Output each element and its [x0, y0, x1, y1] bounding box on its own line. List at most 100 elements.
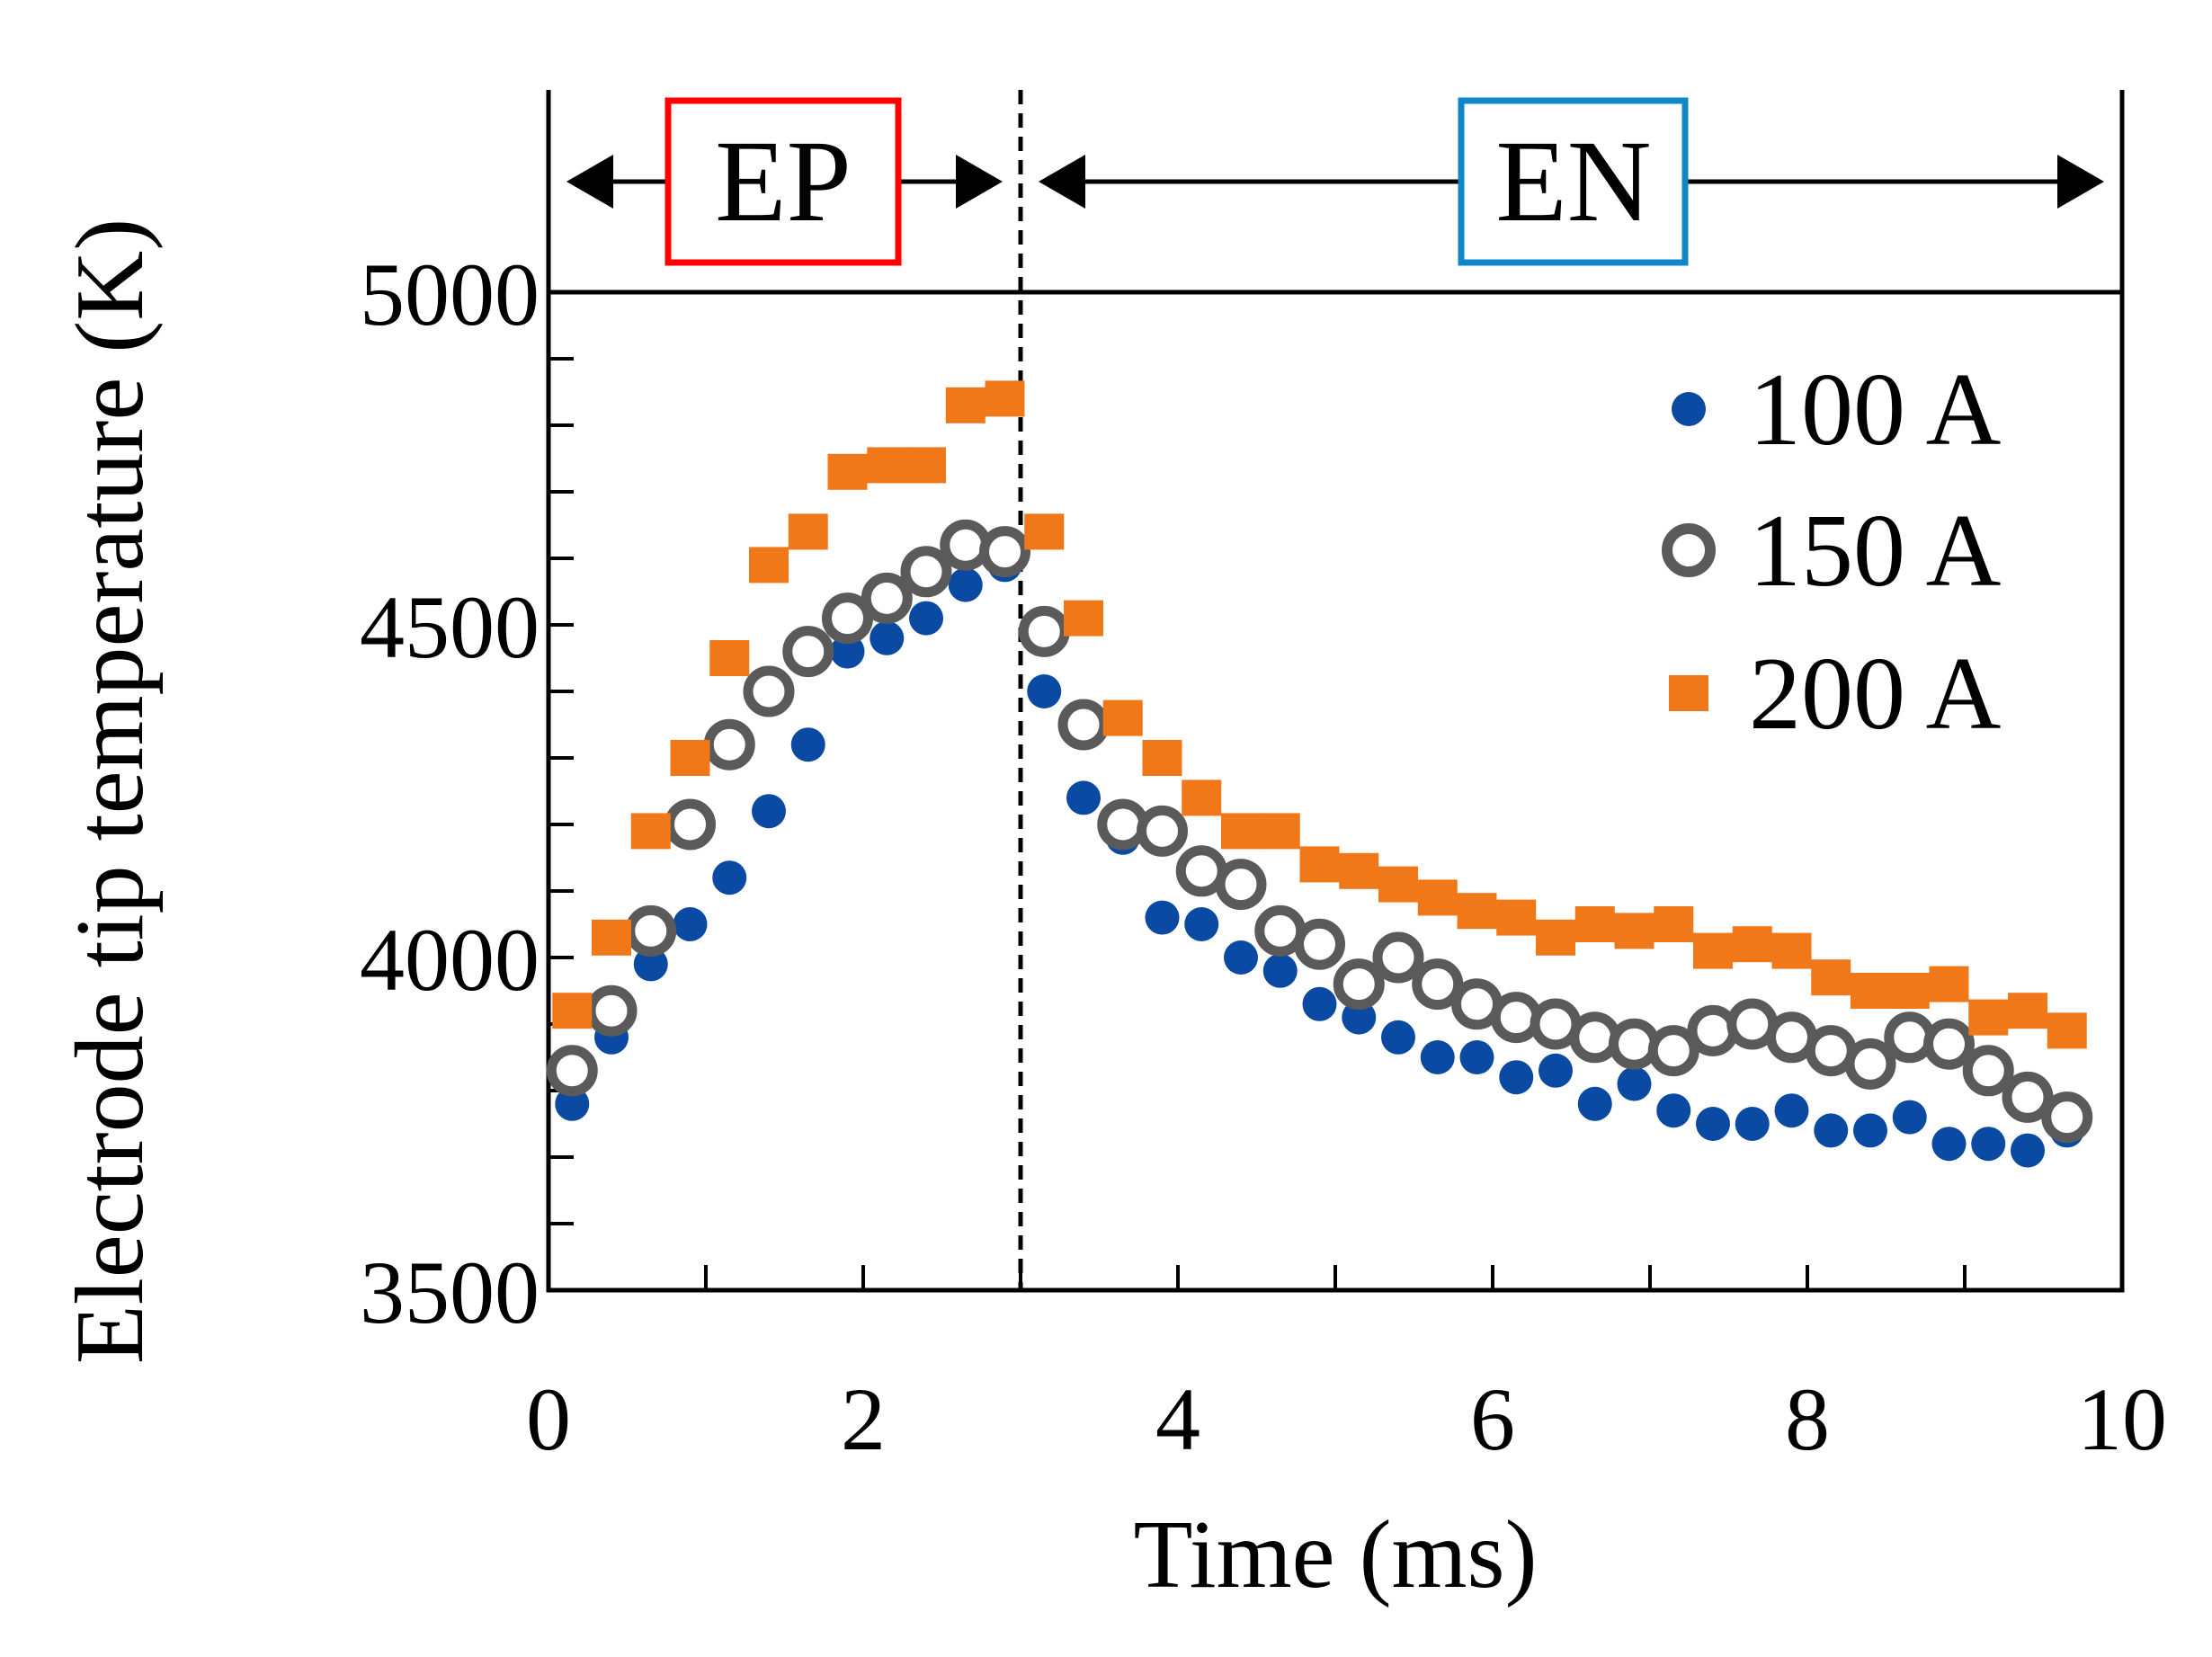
point [782, 626, 834, 678]
point [1693, 932, 1733, 969]
point [1262, 953, 1298, 988]
point [546, 1045, 598, 1097]
legend-marker-200a [1669, 675, 1708, 711]
point [749, 547, 789, 584]
point [948, 567, 983, 602]
point [1137, 805, 1188, 857]
arrow-head [1039, 155, 1085, 209]
point [1381, 1020, 1415, 1055]
arrow-head [566, 155, 613, 209]
point [1654, 906, 1694, 942]
point [1260, 813, 1300, 850]
point [752, 794, 786, 829]
point [1539, 1053, 1573, 1088]
point [1018, 605, 1070, 657]
point [743, 665, 795, 717]
point [1656, 1093, 1691, 1128]
series-200a [552, 380, 2087, 1049]
x-tick-label: 10 [2077, 1369, 2167, 1469]
point [870, 620, 905, 655]
point [867, 447, 907, 484]
point [1182, 780, 1222, 816]
point [1923, 1018, 1975, 1070]
point [1496, 899, 1537, 936]
point [827, 453, 868, 490]
point [664, 798, 716, 851]
point [1931, 1127, 1967, 1162]
point [1732, 926, 1772, 963]
x-axis-title: Time (ms) [1133, 1501, 1537, 1608]
region-label-en: EN [1495, 117, 1651, 246]
arrow-head [956, 155, 1003, 209]
y-axis-title: Electrode tip temperature (K) [57, 218, 164, 1364]
y-tick-label: 4000 [360, 910, 540, 1010]
point [788, 513, 828, 550]
point [1814, 1113, 1849, 1148]
point [790, 727, 825, 762]
region-box-en [1458, 97, 1689, 266]
point [1851, 973, 1890, 1009]
point [630, 813, 671, 850]
region-box-ep [664, 97, 902, 266]
point [1302, 986, 1337, 1021]
point [625, 904, 677, 957]
legend: 100 A 150 A 200 A [1662, 352, 2001, 752]
point [1844, 1038, 1896, 1090]
point [1412, 958, 1464, 1011]
x-tick-label: 4 [1155, 1369, 1200, 1469]
point [985, 380, 1025, 417]
legend-label-150a: 150 A [1749, 494, 2001, 609]
point [1333, 958, 1385, 1011]
point [1892, 1100, 1927, 1135]
point [1647, 1025, 1699, 1077]
point [1299, 846, 1340, 883]
point [2002, 1071, 2054, 1123]
legend-label-200a: 200 A [1749, 637, 2001, 752]
point [1457, 893, 1497, 930]
point [1378, 866, 1418, 903]
point [2011, 1133, 2045, 1168]
point [1617, 1066, 1652, 1101]
point [945, 387, 986, 423]
point [1066, 780, 1101, 815]
point [1102, 699, 1143, 736]
point [1687, 1004, 1739, 1056]
point [1459, 1040, 1494, 1074]
region-label-ep: EP [715, 117, 852, 246]
point [1968, 999, 2009, 1036]
point [1536, 919, 1575, 956]
legend-item-150a: 150 A [1662, 494, 2001, 609]
x-tick-label: 0 [526, 1369, 571, 1469]
point [1294, 918, 1345, 970]
point [900, 546, 952, 598]
point [1696, 1107, 1730, 1141]
point [703, 718, 755, 771]
point [1569, 1011, 1621, 1064]
point [1962, 1045, 2014, 1097]
point [979, 526, 1030, 578]
point [822, 592, 873, 645]
point [1889, 973, 1930, 1009]
point [552, 993, 593, 1029]
point [1224, 940, 1258, 975]
point [1420, 1040, 1455, 1074]
point [1221, 813, 1261, 850]
point [1811, 959, 1851, 996]
point [555, 1086, 590, 1121]
y-tick-label: 3500 [360, 1243, 540, 1342]
point [1064, 600, 1103, 637]
point [1884, 1011, 1936, 1064]
point [712, 860, 747, 895]
point [592, 919, 631, 956]
x-tick-label: 8 [1785, 1369, 1830, 1469]
point [1609, 1018, 1660, 1070]
point [1339, 852, 1379, 889]
data-marks [546, 380, 2093, 1168]
point [1145, 900, 1180, 935]
legend-item-200a: 200 A [1669, 637, 2001, 752]
y-tick-label: 5000 [360, 245, 540, 344]
point [2047, 1012, 2087, 1049]
point [1417, 879, 1458, 916]
point [830, 634, 865, 669]
